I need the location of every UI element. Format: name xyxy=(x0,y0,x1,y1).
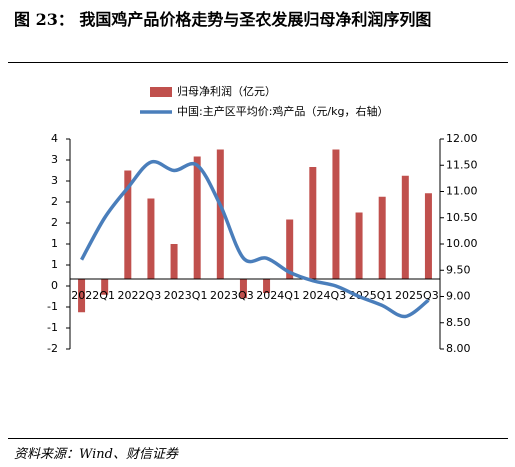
y2-tick-label: 11.50 xyxy=(446,158,478,171)
bar xyxy=(309,167,317,279)
bar xyxy=(216,149,224,279)
x-tick-label: 2025Q3 xyxy=(395,289,439,302)
y2-tick-label: 9.00 xyxy=(446,290,471,303)
y2-tick-label: 8.50 xyxy=(446,316,471,329)
bar xyxy=(101,279,109,295)
legend-label: 归母净利润（亿元） xyxy=(177,84,276,98)
x-tick-label: 2022Q3 xyxy=(118,289,162,302)
chart-title: 图 23： 我国鸡产品价格走势与圣农发展归母净利润序列图 xyxy=(14,10,432,29)
y-tick-label: -2 xyxy=(47,342,58,355)
rule xyxy=(8,62,508,63)
rule xyxy=(8,438,508,439)
y-tick-label: 3 xyxy=(51,153,58,166)
bar xyxy=(424,193,432,279)
bar xyxy=(147,198,155,279)
x-tick-label: 2025Q1 xyxy=(349,289,393,302)
bar xyxy=(124,170,132,279)
y2-tick-label: 9.50 xyxy=(446,263,471,276)
bar xyxy=(286,219,294,279)
source: 资料来源：Wind、财信证券 xyxy=(14,447,178,462)
x-tick-label: 2023Q3 xyxy=(210,289,254,302)
bar xyxy=(193,156,201,279)
y-tick-label: 2 xyxy=(51,216,58,229)
x-tick-label: 2022Q1 xyxy=(71,289,115,302)
y-tick-label: 3 xyxy=(51,174,58,187)
y-tick-label: 4 xyxy=(51,132,58,145)
y2-tick-label: 10.00 xyxy=(446,237,478,250)
bar xyxy=(355,212,363,279)
y-tick-label: -1 xyxy=(47,321,58,334)
x-tick-label: 2024Q1 xyxy=(256,289,300,302)
y-tick-label: 0 xyxy=(51,279,58,292)
y2-tick-label: 12.00 xyxy=(446,132,478,145)
bar xyxy=(263,279,271,293)
bar xyxy=(401,175,409,279)
line xyxy=(80,159,430,319)
y2-tick-label: 10.50 xyxy=(446,211,478,224)
x-tick-label: 2023Q1 xyxy=(164,289,208,302)
legend-swatch xyxy=(150,87,172,97)
x-tick-label: 2024Q3 xyxy=(303,289,347,302)
y-tick-label: -1 xyxy=(47,300,58,313)
y-tick-label: 1 xyxy=(51,237,58,250)
y-tick-label: 1 xyxy=(51,258,58,271)
bar xyxy=(78,279,86,313)
y2-tick-label: 11.00 xyxy=(446,185,478,198)
bar xyxy=(170,244,178,279)
bar xyxy=(378,196,386,279)
y-tick-label: 2 xyxy=(51,195,58,208)
bar xyxy=(239,279,247,299)
legend-label: 中国:主产区平均价:鸡产品（元/kg，右轴） xyxy=(177,104,388,118)
bar xyxy=(332,149,340,279)
y2-tick-label: 8.00 xyxy=(446,342,471,355)
